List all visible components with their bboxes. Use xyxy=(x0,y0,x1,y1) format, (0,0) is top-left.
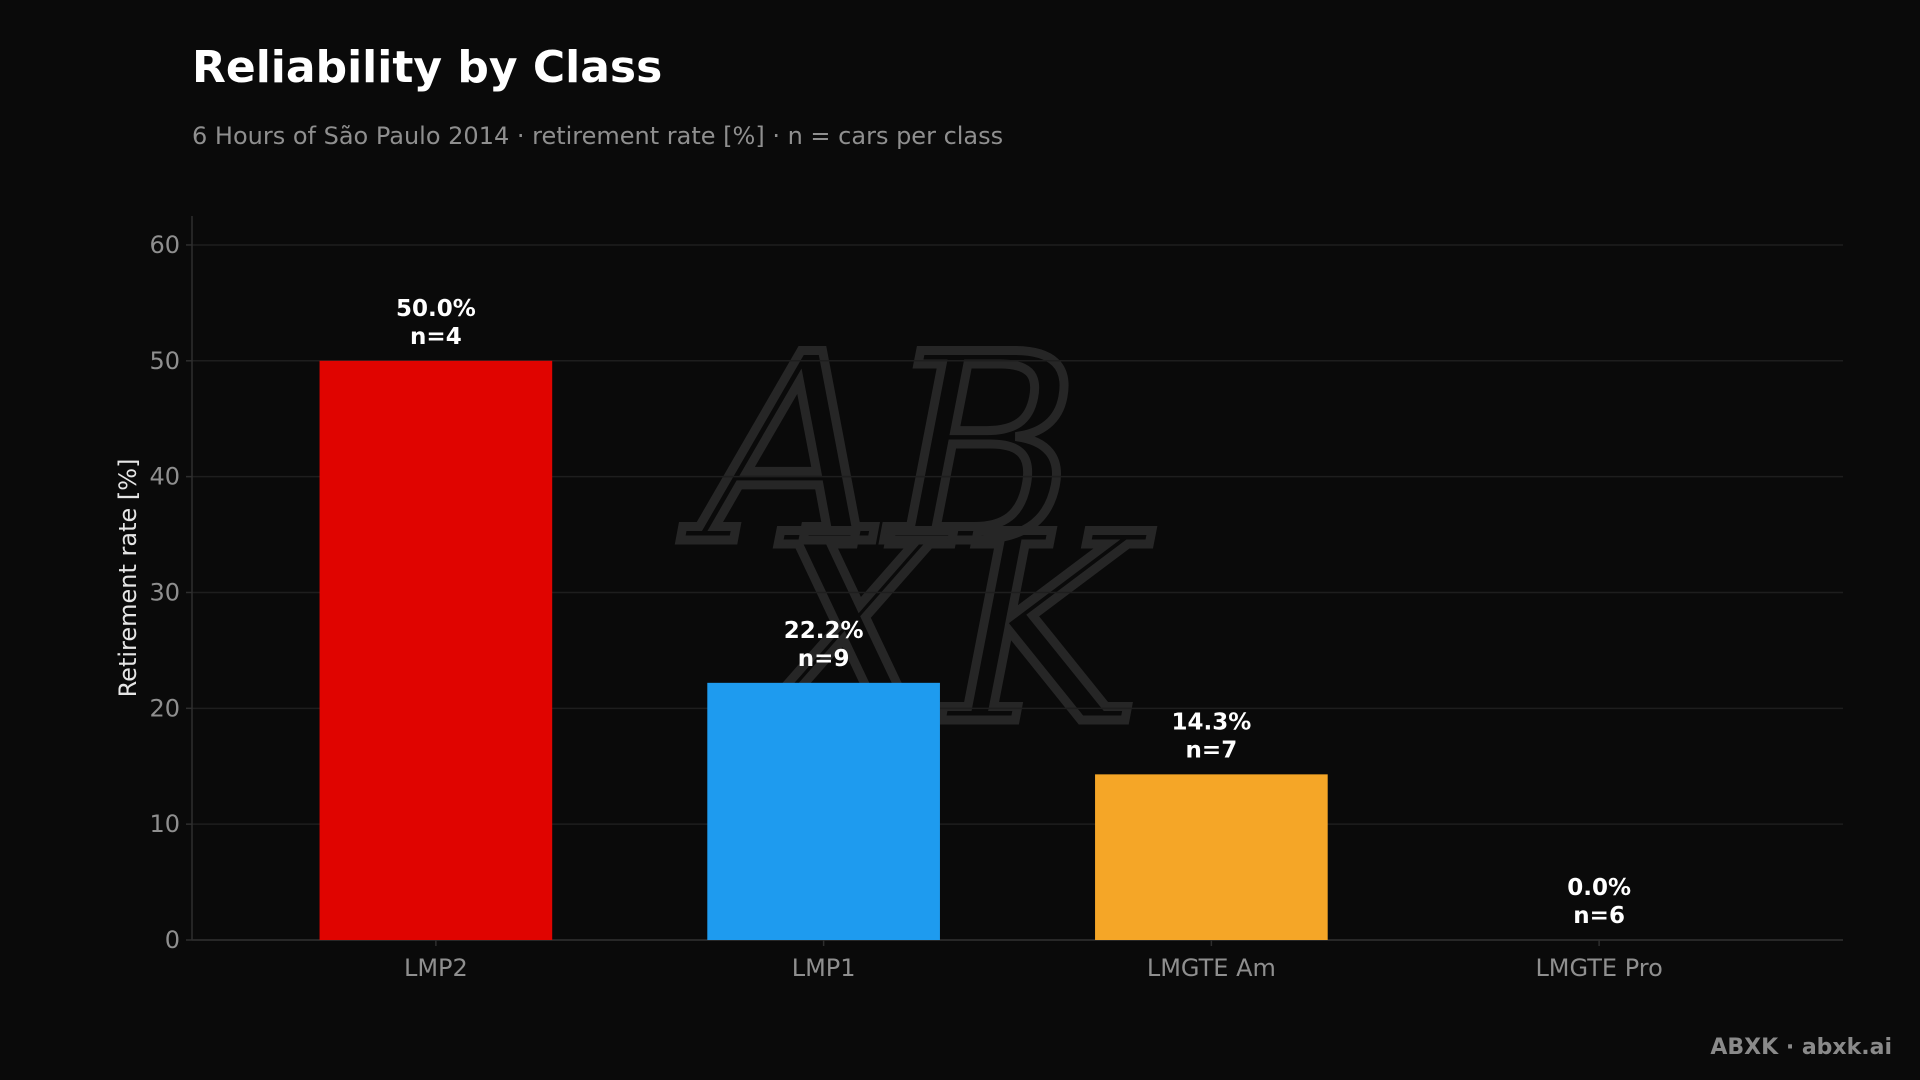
x-tick-label: LMGTE Am xyxy=(1147,954,1276,982)
y-tick-label: 60 xyxy=(149,231,180,259)
x-tick-label: LMGTE Pro xyxy=(1535,954,1662,982)
chart-subtitle: 6 Hours of São Paulo 2014 · retirement r… xyxy=(192,122,1004,150)
footer-credit: ABXK · abxk.ai xyxy=(1710,1035,1892,1060)
y-tick-label: 40 xyxy=(149,463,180,491)
chart-title: Reliability by Class xyxy=(192,42,663,93)
data-labels: 50.0%n=4 22.2%n=9 14.3%n=7 0.0%n=6 xyxy=(396,296,1631,929)
y-tick-label: 20 xyxy=(149,694,180,722)
count-label: n=4 xyxy=(410,324,462,350)
count-label: n=9 xyxy=(798,646,850,672)
x-tick-label: LMP1 xyxy=(792,954,856,982)
y-tick-label: 0 xyxy=(165,926,180,954)
y-axis-label: Retirement rate [%] xyxy=(114,459,142,698)
value-label: 0.0% xyxy=(1567,875,1631,901)
count-label: n=6 xyxy=(1573,903,1625,929)
count-label: n=7 xyxy=(1186,737,1238,763)
y-tick-label: 50 xyxy=(149,347,180,375)
bar-lmp2 xyxy=(319,360,553,940)
watermark-letters-top: AB xyxy=(680,300,1079,602)
y-tick-label: 10 xyxy=(149,810,180,838)
bar-lmp1 xyxy=(707,682,940,940)
y-tick-label: 30 xyxy=(149,578,180,606)
value-label: 50.0% xyxy=(396,296,476,322)
bars xyxy=(319,360,1328,940)
value-label: 14.3% xyxy=(1171,709,1251,735)
bar-lmgte-am xyxy=(1095,774,1328,940)
x-tick-label: LMP2 xyxy=(404,954,468,982)
value-label: 22.2% xyxy=(784,618,864,644)
